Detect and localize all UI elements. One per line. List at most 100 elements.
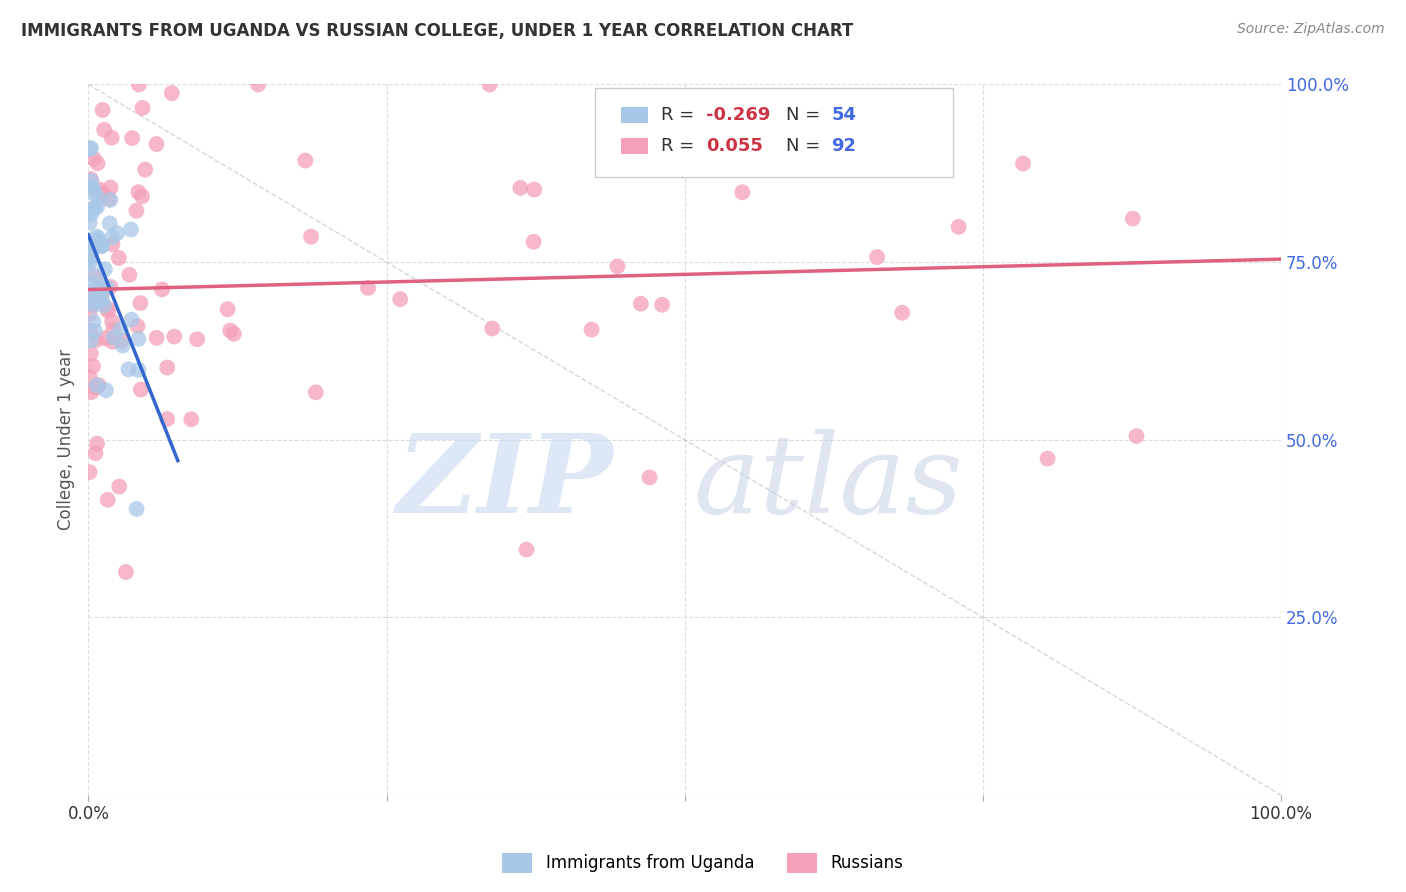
Point (523, 183, 546, 197)
Point (80, 334, 103, 348)
Point (127, 332, 149, 346)
Point (163, 329, 186, 343)
Point (94, 262, 117, 277)
Point (86, 229, 108, 244)
Point (90, 238, 112, 252)
Text: N =: N = (786, 106, 827, 124)
Point (86, 156, 108, 170)
Point (91, 103, 114, 117)
Point (891, 306, 914, 320)
Y-axis label: College, Under 1 year: College, Under 1 year (58, 349, 75, 531)
Text: N =: N = (786, 137, 827, 155)
Point (180, 412, 202, 426)
Point (108, 251, 131, 265)
Point (79, 370, 101, 384)
Point (80, 202, 103, 216)
Text: 54: 54 (831, 106, 856, 124)
Point (84, 293, 107, 308)
Point (150, 282, 173, 296)
Point (217, 302, 239, 317)
Point (86, 333, 108, 347)
Point (79, 307, 101, 321)
Point (117, 362, 139, 376)
Point (509, 181, 531, 195)
Point (111, 334, 134, 348)
Point (86, 200, 108, 214)
Point (94, 384, 117, 398)
Point (115, 565, 138, 579)
Point (97, 492, 120, 507)
Point (87, 235, 110, 249)
Point (156, 360, 179, 375)
Point (105, 226, 128, 240)
Point (80, 172, 103, 186)
Point (82, 182, 104, 196)
Point (83, 152, 105, 166)
Point (79, 256, 101, 270)
Point (108, 479, 131, 493)
Point (93, 298, 115, 312)
Point (101, 314, 124, 328)
Point (80, 141, 103, 155)
Point (581, 322, 603, 336)
Point (80, 346, 103, 360)
Point (134, 162, 156, 177)
Point (87, 378, 110, 392)
Legend: Immigrants from Uganda, Russians: Immigrants from Uganda, Russians (496, 847, 910, 880)
Point (79, 277, 101, 292)
Point (299, 229, 322, 244)
Point (79, 252, 101, 266)
Point (87, 276, 110, 290)
Point (79, 215, 101, 229)
Point (145, 331, 167, 345)
Point (79, 465, 101, 479)
Point (101, 230, 124, 244)
Point (84, 381, 107, 395)
Point (83, 324, 105, 338)
Text: -0.269: -0.269 (706, 106, 770, 124)
Point (121, 131, 143, 145)
Point (1012, 156, 1035, 170)
Point (80, 245, 103, 260)
Point (638, 470, 661, 484)
Point (100, 180, 122, 194)
Point (91, 286, 114, 301)
FancyBboxPatch shape (621, 138, 648, 154)
Point (1125, 429, 1147, 443)
Point (79, 266, 101, 280)
Point (80, 285, 103, 299)
Point (103, 330, 125, 344)
Point (87, 231, 110, 245)
Point (1122, 211, 1144, 226)
Point (101, 334, 124, 349)
Point (131, 101, 153, 115)
Point (96, 301, 118, 316)
Point (731, 186, 754, 200)
Text: Source: ZipAtlas.com: Source: ZipAtlas.com (1237, 22, 1385, 37)
Point (90, 239, 112, 253)
Point (110, 322, 132, 336)
Point (80, 295, 103, 310)
Point (90, 280, 112, 294)
Point (100, 130, 122, 145)
Point (186, 332, 208, 346)
Point (98, 216, 121, 230)
Point (90, 237, 112, 252)
Point (83, 239, 105, 253)
Point (103, 323, 125, 337)
Point (515, 542, 537, 557)
Point (129, 296, 152, 310)
Point (247, 78, 270, 92)
Text: 0.055: 0.055 (706, 137, 763, 155)
Point (127, 185, 149, 199)
Point (79, 250, 101, 264)
Point (120, 312, 142, 326)
Point (294, 153, 316, 168)
Point (82, 294, 104, 309)
Point (96, 280, 118, 294)
Point (97, 192, 120, 206)
Point (127, 319, 149, 334)
Point (305, 385, 328, 400)
Point (156, 412, 179, 426)
Point (128, 78, 150, 92)
